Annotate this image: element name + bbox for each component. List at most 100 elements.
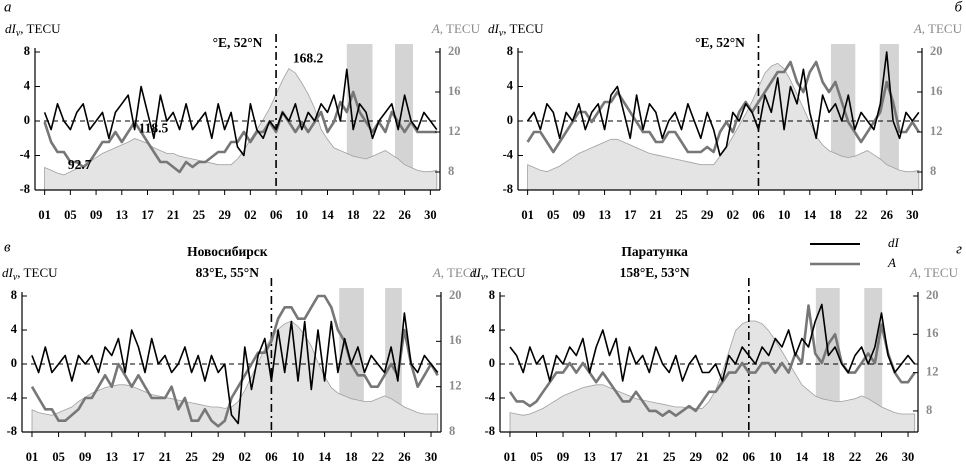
x-tick-label: 18: [345, 450, 358, 464]
y-label-rest: , TECU: [17, 265, 58, 280]
y-tick-label: -8: [503, 182, 513, 196]
x-tick-label: 21: [159, 450, 172, 464]
y-tick-label: -4: [7, 390, 18, 404]
y2-tick-label: 20: [930, 44, 943, 58]
y-tick-label: 8: [489, 288, 495, 302]
x-tick-label: 02: [727, 208, 740, 222]
x-tick-label: 14: [804, 208, 817, 222]
y-label-sub: v: [16, 28, 21, 39]
y-label-sub: v: [481, 272, 486, 283]
x-tick-label: 18: [829, 208, 842, 222]
x-tick-label: 26: [875, 450, 888, 464]
y-tick-label: -8: [485, 424, 495, 438]
y2-label-main: A: [909, 265, 918, 280]
y-tick-label: 8: [507, 44, 513, 58]
x-tick-label: 25: [193, 208, 206, 222]
x-tick-label: 13: [116, 208, 129, 222]
y2-label-rest: , TECU: [440, 21, 481, 36]
y2-tick-label: 16: [449, 333, 462, 347]
y-label-rest: , TECU: [485, 265, 526, 280]
x-tick-label: 26: [398, 208, 411, 222]
y-tick-label: -4: [20, 147, 31, 161]
x-tick-label: 14: [318, 450, 331, 464]
y2-axis-label: A, TECU: [431, 21, 481, 36]
station-label: 83°E, 55°N: [196, 265, 260, 280]
y-label-rest: , TECU: [503, 21, 544, 36]
x-tick-label: 06: [743, 450, 756, 464]
x-tick-label: 29: [218, 208, 231, 222]
x-tick-label: 06: [752, 208, 765, 222]
y-tick-label: -8: [20, 182, 30, 196]
y2-tick-label: 16: [926, 326, 939, 340]
y-label-main: dI: [488, 21, 500, 36]
y2-label-rest: , TECU: [922, 21, 963, 36]
highlight-band: [815, 288, 840, 432]
y2-tick-label: 12: [448, 124, 461, 138]
x-tick-label: 02: [239, 450, 252, 464]
y-axis-label: dIv, TECU: [2, 265, 58, 283]
x-tick-label: 05: [547, 208, 560, 222]
y-axis-label: dIv, TECU: [470, 265, 526, 283]
y-tick-label: -8: [7, 424, 17, 438]
y2-tick-label: 16: [930, 84, 943, 98]
x-tick-label: 14: [321, 208, 334, 222]
y2-tick-label: 8: [930, 164, 936, 178]
x-tick-label: 09: [79, 450, 92, 464]
y-axis-label: dIv, TECU: [488, 21, 544, 39]
x-tick-label: 22: [849, 450, 862, 464]
x-tick-label: 30: [424, 208, 437, 222]
panel-letter: в: [4, 239, 11, 255]
y-label-main: dI: [2, 265, 14, 280]
x-tick-label: 17: [132, 450, 145, 464]
y-tick-label: 8: [24, 44, 30, 58]
y-tick-label: 4: [489, 322, 496, 336]
y-tick-label: 0: [489, 356, 495, 370]
x-tick-label: 29: [689, 450, 702, 464]
y2-tick-label: 8: [926, 403, 932, 417]
y-tick-label: 4: [11, 322, 18, 336]
x-tick-label: 09: [573, 208, 586, 222]
station-label: Паратунка: [621, 244, 688, 259]
panel-letter: г: [956, 241, 962, 257]
x-tick-label: 09: [90, 208, 103, 222]
x-tick-label: 25: [185, 450, 198, 464]
y2-tick-label: 12: [930, 124, 943, 138]
y-label-rest: , TECU: [20, 21, 61, 36]
station-label: °E, 52°N: [695, 35, 745, 50]
y-label-sub: v: [499, 28, 504, 39]
y2-tick-label: 16: [448, 84, 461, 98]
y2-tick-label: 20: [449, 288, 462, 302]
panel-letter: б: [954, 0, 962, 15]
y2-tick-label: 8: [448, 164, 454, 178]
highlight-band: [879, 44, 899, 190]
x-tick-label: 01: [38, 208, 51, 222]
x-tick-label: 22: [373, 208, 386, 222]
y-tick-label: 4: [24, 78, 31, 92]
x-tick-label: 17: [610, 450, 623, 464]
x-tick-label: 21: [167, 208, 180, 222]
x-tick-label: 21: [636, 450, 649, 464]
x-tick-label: 22: [372, 450, 385, 464]
y2-label-main: A: [432, 265, 441, 280]
di-line: [526, 51, 920, 157]
y2-label-rest: , TECU: [918, 265, 959, 280]
x-tick-label: 26: [398, 450, 411, 464]
y-tick-label: -4: [485, 390, 496, 404]
x-tick-label: 30: [906, 208, 919, 222]
area-annotation: 168.2: [293, 51, 324, 66]
di-line: [31, 312, 439, 425]
y-axis-label: dIv, TECU: [5, 21, 61, 39]
x-tick-label: 29: [212, 450, 225, 464]
x-tick-label: 17: [624, 208, 637, 222]
x-tick-label: 10: [769, 450, 782, 464]
station-label: 158°E, 53°N: [620, 265, 690, 280]
x-tick-label: 18: [822, 450, 835, 464]
x-tick-label: 09: [557, 450, 570, 464]
x-tick-label: 10: [292, 450, 305, 464]
x-tick-label: 02: [716, 450, 729, 464]
x-tick-label: 10: [296, 208, 309, 222]
background-area: [527, 62, 920, 191]
x-tick-label: 21: [650, 208, 663, 222]
x-tick-label: 25: [663, 450, 676, 464]
